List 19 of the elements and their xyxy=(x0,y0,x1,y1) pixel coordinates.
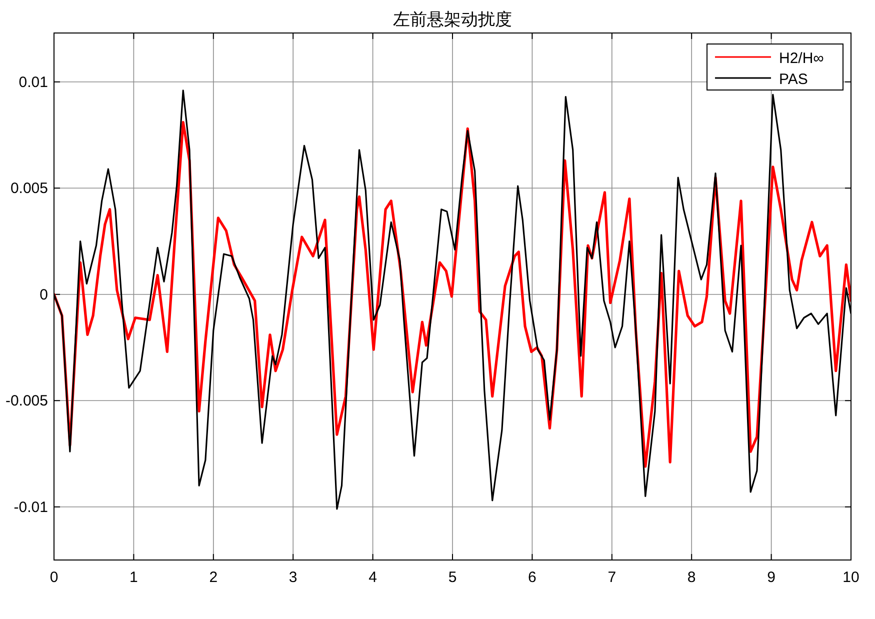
x-tick-label: 7 xyxy=(608,569,616,586)
legend-label: H2/H∞ xyxy=(779,50,824,67)
y-tick-label: 0 xyxy=(40,286,48,304)
x-tick-label: 5 xyxy=(448,569,457,586)
y-tick-label: 0.005 xyxy=(10,180,48,198)
y-tick-label: 0.01 xyxy=(18,74,48,91)
y-tick-label: -0.005 xyxy=(5,392,48,410)
x-tick-label: 8 xyxy=(687,569,696,586)
x-tick-label: 4 xyxy=(368,569,377,586)
x-tick-label: 3 xyxy=(288,569,298,586)
x-tick-label: 6 xyxy=(528,569,536,586)
x-tick-label: 2 xyxy=(209,569,218,586)
x-tick-label: 10 xyxy=(842,569,860,586)
x-tick-label: 9 xyxy=(767,569,776,586)
x-tick-label: 0 xyxy=(50,569,58,586)
x-tick-label: 1 xyxy=(130,569,138,586)
y-tick-label: -0.01 xyxy=(14,498,48,516)
legend-label: PAS xyxy=(779,71,808,88)
chart-title: 左前悬架动扰度 xyxy=(393,10,512,29)
